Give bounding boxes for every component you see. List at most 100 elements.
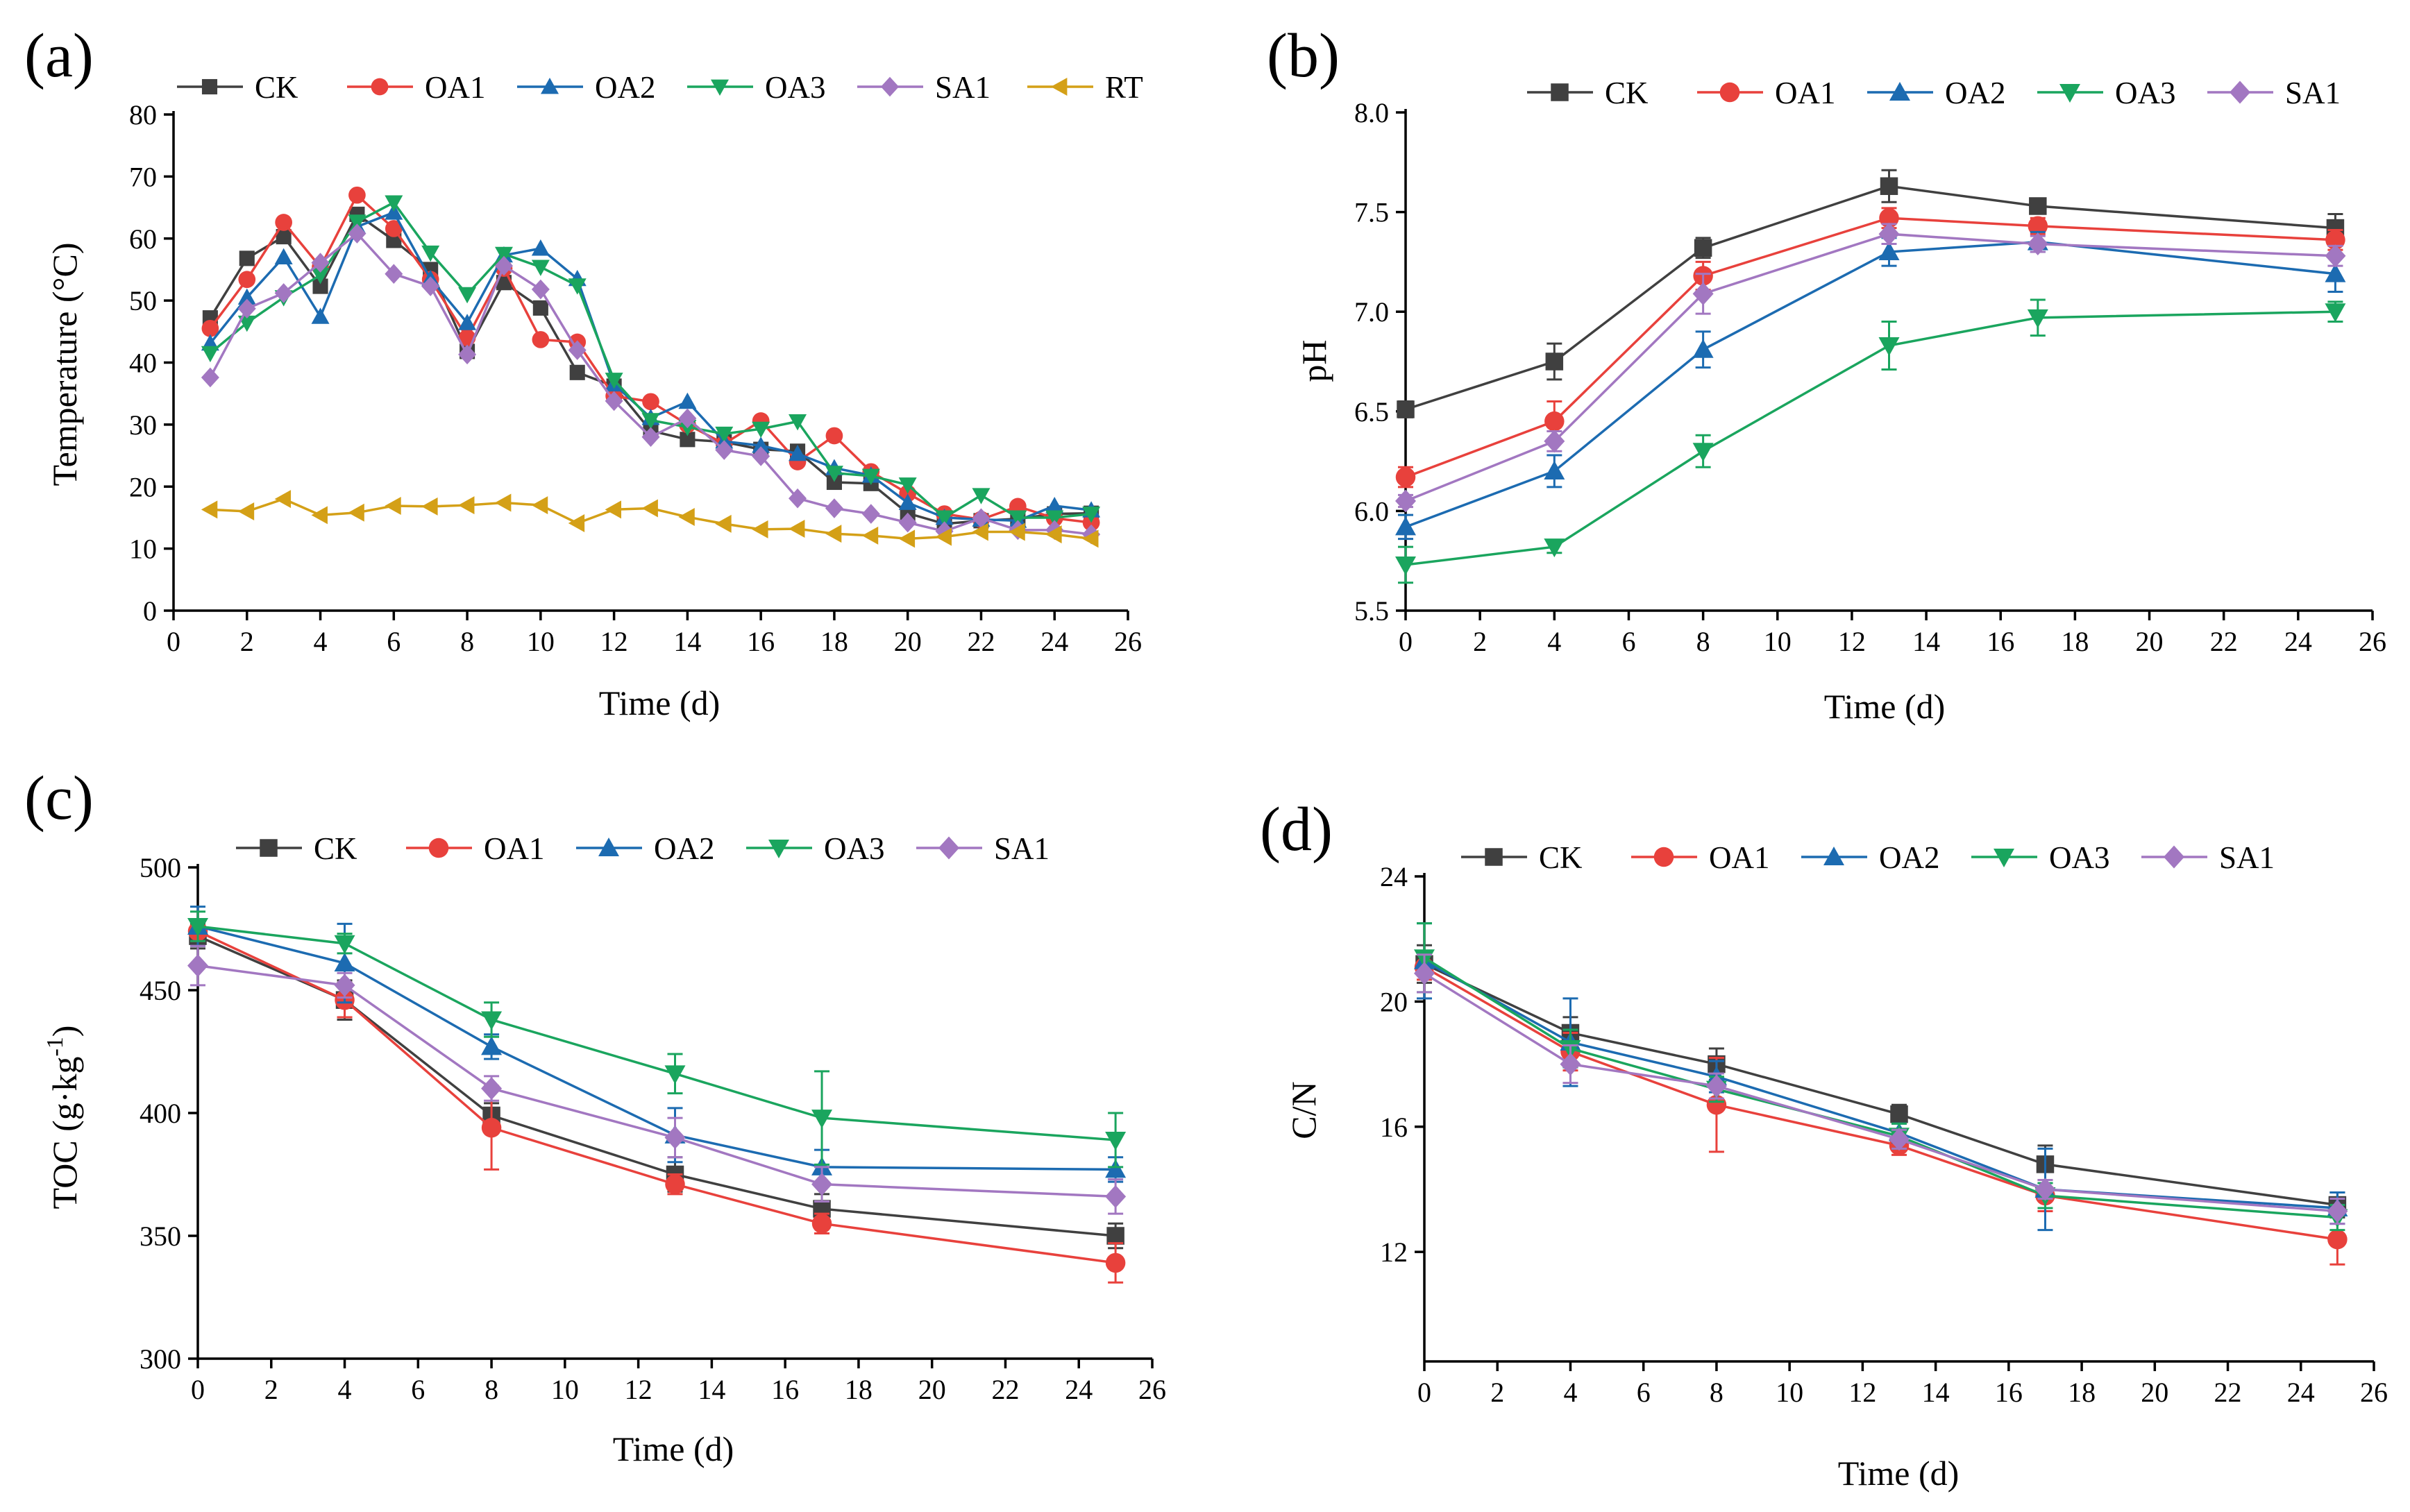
series-rt — [201, 490, 1099, 548]
data-point-ck — [532, 300, 548, 316]
x-tick-label: 18 — [820, 626, 848, 657]
x-tick-label: 24 — [2284, 626, 2312, 657]
legend-marker — [1051, 78, 1068, 96]
x-tick-label: 20 — [918, 1374, 946, 1405]
legend-marker — [260, 839, 278, 857]
data-point-sa1 — [1878, 222, 1900, 246]
data-point-oa3 — [1395, 556, 1416, 575]
data-point-oa3 — [861, 468, 880, 486]
data-point-sa1 — [1414, 962, 1435, 985]
panel-cn: (d) Time (d) C/N 0 2 4 6 8 10 12 14 16 18 20 22 24 26… — [1260, 795, 2388, 1493]
legend-label: OA2 — [595, 70, 656, 105]
legend-marker — [711, 79, 729, 96]
legend-label: CK — [1605, 76, 1649, 110]
legend-label: OA1 — [425, 70, 486, 105]
series-sa1 — [1414, 953, 2348, 1225]
legend-entry-oa1: OA1 — [347, 70, 486, 105]
y-tick-label: 6.0 — [1354, 495, 1389, 527]
y-axis-title-end: ) — [45, 1026, 84, 1037]
data-point-oa1 — [1105, 1252, 1126, 1273]
legend-label: OA1 — [1775, 76, 1836, 110]
series-line-oa2 — [1424, 960, 2338, 1209]
data-point-oa3 — [898, 477, 917, 494]
legend-entry-ck: CK — [236, 831, 357, 866]
data-point-oa2 — [1544, 460, 1565, 479]
data-point-sa1 — [385, 264, 403, 284]
data-point-rt — [568, 513, 585, 532]
legend-label: OA1 — [1709, 840, 1770, 875]
data-point-oa2 — [531, 239, 550, 256]
data-point-sa1 — [752, 446, 770, 466]
legend-marker — [1653, 847, 1674, 867]
data-point-oa3 — [568, 278, 587, 295]
data-point-sa1 — [334, 974, 355, 997]
legend-label: OA2 — [1945, 76, 2006, 110]
y-axis-title: TOC (g·kg-1) — [42, 1026, 84, 1209]
data-point-oa2 — [1395, 516, 1416, 536]
series-line-sa1 — [1424, 972, 2338, 1213]
data-point-sa1 — [898, 512, 917, 533]
x-tick-label: 20 — [894, 626, 922, 657]
series-line-sa1 — [197, 964, 1116, 1198]
legend-marker — [371, 78, 389, 96]
legend-label: OA3 — [824, 831, 885, 866]
series-sa1 — [187, 944, 1127, 1215]
data-point-oa2 — [458, 314, 477, 330]
data-point-oa1 — [825, 427, 843, 445]
data-point-oa3 — [187, 917, 208, 937]
data-point-sa1 — [201, 367, 219, 388]
series-line-oa2 — [1405, 240, 2336, 529]
legend-entry-oa3: OA3 — [1971, 840, 2110, 875]
data-point-sa1 — [861, 504, 880, 524]
data-point-ck — [826, 474, 842, 491]
data-point-rt — [641, 499, 658, 518]
data-point-oa3 — [2027, 309, 2048, 328]
data-point-oa3 — [494, 246, 513, 264]
data-point-ck — [2029, 197, 2047, 215]
legend-entry-oa1: OA1 — [406, 831, 545, 866]
legend-entry-ck: CK — [1527, 76, 1649, 110]
data-point-rt — [825, 525, 842, 543]
series-line-oa2 — [209, 211, 1092, 523]
data-point-rt — [1082, 529, 1099, 548]
data-point-oa3 — [664, 1065, 686, 1085]
series-ck — [1415, 944, 2347, 1219]
data-point-oa2 — [237, 288, 256, 305]
legend-marker — [1551, 83, 1569, 101]
x-tick-label: 2 — [264, 1374, 278, 1405]
legend-label: CK — [314, 831, 357, 866]
data-point-ck — [1397, 400, 1415, 418]
data-point-oa1 — [665, 1174, 685, 1194]
data-point-rt — [201, 500, 218, 519]
x-tick-label: 0 — [1417, 1377, 1431, 1408]
data-point-oa2 — [1045, 496, 1064, 513]
y-axis-title: C/N — [1284, 1081, 1323, 1139]
data-point-sa1 — [421, 276, 440, 296]
y-tick-label: 20 — [1380, 986, 1408, 1017]
series-sa1 — [201, 223, 1101, 545]
data-point-sa1 — [2034, 1178, 2056, 1201]
legend-label: CK — [1539, 840, 1583, 875]
data-point-oa2 — [481, 1036, 503, 1055]
data-point-oa3 — [1878, 337, 1900, 357]
data-point-oa3 — [237, 315, 256, 332]
data-point-sa1 — [1560, 1053, 1581, 1076]
x-tick-label: 4 — [338, 1374, 352, 1405]
data-point-ck — [276, 229, 292, 245]
data-point-sa1 — [1395, 489, 1416, 513]
y-tick-label: 350 — [140, 1221, 181, 1252]
data-point-sa1 — [811, 1173, 833, 1196]
legend-entry-oa3: OA3 — [2037, 76, 2176, 110]
data-point-sa1 — [494, 255, 513, 276]
y-axis-title-sup: -1 — [42, 1037, 68, 1056]
series-line-oa3 — [197, 925, 1116, 1141]
y-axis-title: Temperature (°C) — [45, 242, 84, 486]
legend-label: OA1 — [484, 831, 545, 866]
data-point-oa3 — [935, 510, 954, 527]
data-point-oa3 — [334, 935, 355, 954]
data-point-rt — [421, 497, 438, 516]
legend-entry-oa2: OA2 — [517, 70, 656, 105]
data-point-oa3 — [481, 1011, 503, 1030]
data-point-sa1 — [825, 498, 843, 518]
data-point-oa3 — [715, 426, 734, 443]
